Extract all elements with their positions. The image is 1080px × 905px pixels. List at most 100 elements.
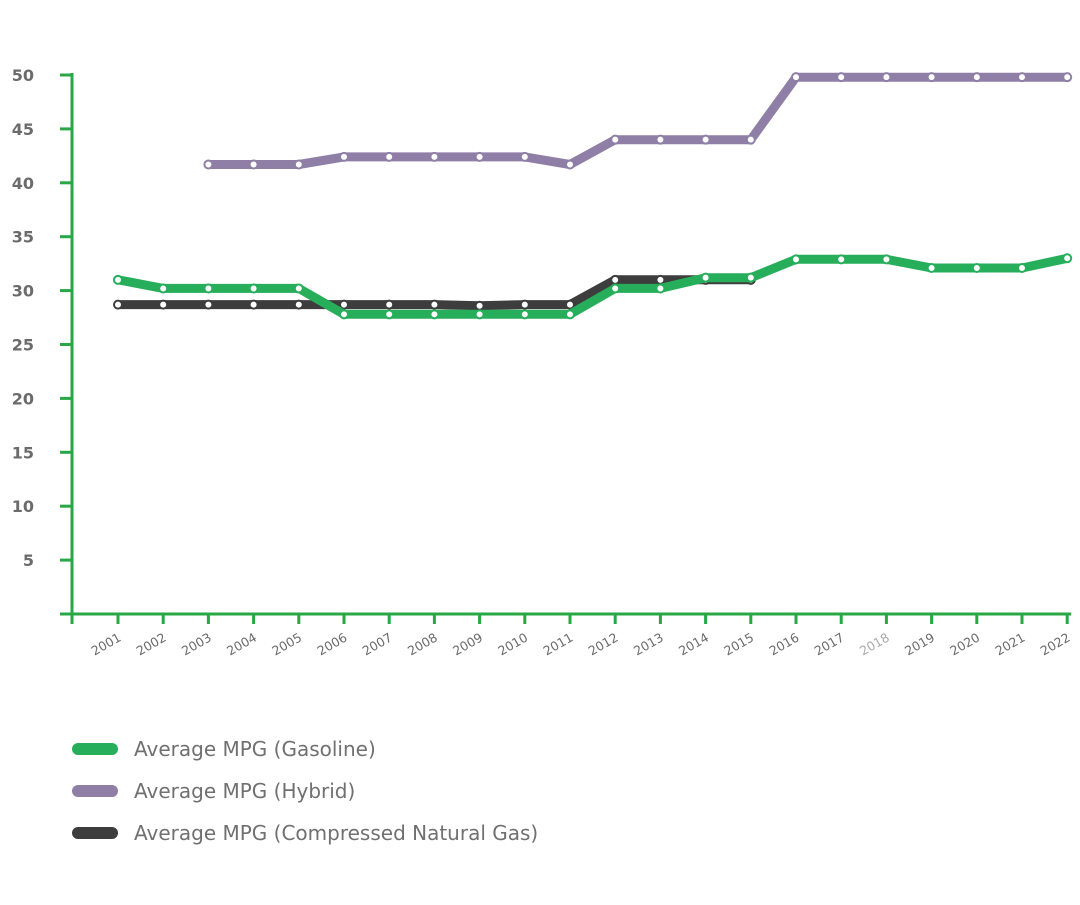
data-point-cng [565,299,575,310]
x-axis-ticks: 2001 2002 2003 2004 2005 2006 2007 2008 2009 2010… [70,614,1073,659]
x-tick-label: 2014 [676,630,711,659]
data-point-hybrid [745,134,756,145]
data-point-gasoline [113,274,123,285]
legend-swatch-cng [72,827,118,839]
data-point-gasoline [519,309,530,320]
data-point-hybrid [700,134,711,145]
data-point-hybrid [1017,72,1027,83]
data-point-gasoline [203,283,214,294]
legend-swatch-gasoline [72,743,118,755]
y-tick-label: 45 [12,120,34,139]
data-point-cng [384,299,395,310]
y-tick-label: 35 [12,228,34,247]
data-point-hybrid [881,72,892,83]
legend-item-hybrid: Average MPG (Hybrid) [72,770,538,812]
data-point-gasoline [791,254,801,265]
x-tick-label: 2008 [405,630,440,659]
legend-swatch-hybrid [72,785,118,797]
y-tick-label: 30 [12,282,34,301]
data-point-hybrid [1062,72,1073,83]
chart-axes [70,73,1072,616]
data-point-cng [519,299,530,310]
legend-label-hybrid: Average MPG (Hybrid) [134,779,356,803]
series-line-gasoline [113,253,1072,319]
data-point-hybrid [971,72,982,83]
x-tick-label: 2018 [857,630,892,659]
data-point-hybrid [429,151,440,162]
data-point-hybrid [384,151,395,162]
chart-series [113,72,1073,320]
x-tick-label: 2010 [495,630,530,659]
x-tick-label: 2016 [766,630,801,659]
y-tick-label: 40 [12,174,34,193]
data-point-hybrid [655,134,666,145]
data-point-cng [113,299,123,310]
data-point-gasoline [971,262,982,273]
x-tick-label: 2004 [224,630,259,659]
data-point-cng [339,299,349,310]
y-axis-ticks: 5 10 15 20 25 30 35 40 45 50 [12,66,72,616]
x-tick-label: 2017 [812,630,847,659]
x-tick-label: 2015 [721,630,756,659]
x-tick-label: 2007 [360,630,395,659]
x-tick-label: 2021 [992,630,1027,659]
y-tick-label: 50 [12,66,34,85]
x-tick-label: 2011 [540,630,575,659]
data-point-cng [474,300,485,311]
x-tick-label: 2020 [947,630,982,659]
data-point-gasoline [836,254,847,265]
x-tick-label: 2005 [269,630,304,659]
data-point-gasoline [1017,262,1027,273]
legend: Average MPG (Gasoline) Average MPG (Hybr… [72,728,538,854]
data-point-cng [293,299,304,310]
data-point-hybrid [836,72,847,83]
legend-label-cng: Average MPG (Compressed Natural Gas) [134,821,539,845]
x-tick-label: 2002 [134,630,169,659]
legend-item-gasoline: Average MPG (Gasoline) [72,728,538,770]
data-point-gasoline [158,283,169,294]
data-point-cng [610,274,621,285]
data-point-hybrid [248,159,259,170]
legend-label-gasoline: Average MPG (Gasoline) [134,737,376,761]
data-point-cng [655,274,666,285]
data-point-hybrid [926,72,937,83]
data-point-gasoline [745,272,756,283]
data-point-gasoline [429,309,440,320]
data-point-hybrid [519,151,530,162]
data-point-cng [203,299,214,310]
data-point-gasoline [248,283,259,294]
data-point-gasoline [1062,253,1073,264]
x-tick-label: 2009 [450,630,485,659]
legend-item-cng: Average MPG (Compressed Natural Gas) [72,812,538,854]
data-point-hybrid [474,151,485,162]
data-point-hybrid [339,151,349,162]
data-point-cng [248,299,259,310]
data-point-gasoline [565,309,575,320]
y-tick-label: 25 [12,336,34,355]
y-tick-label: 15 [12,443,34,462]
data-point-hybrid [565,159,575,170]
x-tick-label: 2019 [902,630,937,659]
data-point-gasoline [474,309,485,320]
data-point-cng [429,299,440,310]
x-tick-label: 2012 [586,630,621,659]
data-point-gasoline [881,254,892,265]
data-point-gasoline [293,283,304,294]
y-tick-label: 5 [23,551,34,570]
x-tick-label: 2001 [88,630,123,659]
x-tick-label: 2003 [179,630,214,659]
data-point-gasoline [926,262,937,273]
data-point-hybrid [203,159,214,170]
y-tick-label: 10 [12,497,34,516]
x-tick-label: 2013 [631,630,666,659]
series-line-hybrid [203,72,1072,169]
data-point-gasoline [610,283,621,294]
x-tick-label: 2022 [1038,630,1073,659]
x-tick-label: 2006 [314,630,349,659]
data-point-cng [158,299,169,310]
data-point-hybrid [610,134,621,145]
data-point-gasoline [700,272,711,283]
data-point-hybrid [791,72,801,83]
data-point-gasoline [655,283,666,294]
